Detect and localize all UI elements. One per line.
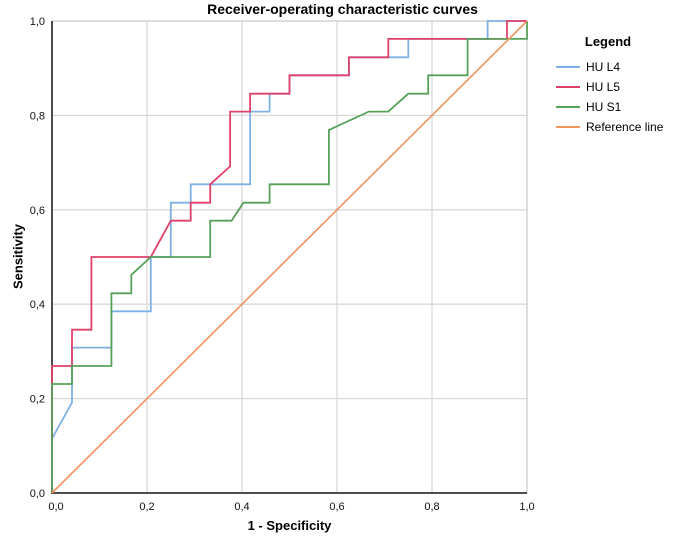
svg-text:1,0: 1,0	[30, 16, 45, 28]
legend-item-reference-line: Reference line	[556, 117, 680, 137]
legend-item-hu-s1: HU S1	[556, 97, 680, 117]
svg-text:0,2: 0,2	[30, 394, 45, 406]
svg-text:0,0: 0,0	[30, 488, 45, 500]
svg-text:1,0: 1,0	[519, 501, 534, 513]
svg-text:0,8: 0,8	[424, 501, 439, 513]
curve-hu-l5	[51, 20, 527, 493]
legend: Legend HU L4 HU L5 HU S1 Reference line	[556, 34, 680, 137]
legend-item-hu-l4: HU L4	[556, 57, 680, 77]
hu-l4-line-swatch	[556, 66, 580, 68]
legend-item-label: Reference line	[586, 120, 664, 134]
svg-text:0,6: 0,6	[30, 205, 45, 217]
legend-item-hu-l5: HU L5	[556, 77, 680, 97]
x-axis-label: 1 - Specificity	[247, 518, 332, 533]
y-axis-label: Sensitivity	[10, 223, 26, 290]
svg-text:0,4: 0,4	[234, 501, 249, 513]
legend-item-label: HU S1	[586, 100, 622, 114]
svg-text:0,4: 0,4	[30, 299, 45, 311]
chart-title: Receiver-operating characteristic curves	[207, 1, 478, 17]
reference-line-swatch	[556, 126, 580, 128]
svg-text:0,0: 0,0	[48, 501, 63, 513]
legend-item-label: HU L4	[586, 60, 621, 74]
curve-hu-s1	[51, 21, 528, 493]
legend-title: Legend	[584, 34, 632, 49]
hu-s1-line-swatch	[556, 106, 580, 108]
curve-reference-line	[51, 20, 528, 494]
svg-text:0,2: 0,2	[139, 501, 154, 513]
svg-text:0,6: 0,6	[329, 501, 344, 513]
legend-item-label: HU L5	[586, 80, 621, 94]
hu-l5-line-swatch	[556, 86, 580, 88]
svg-text:0,8: 0,8	[30, 110, 45, 122]
